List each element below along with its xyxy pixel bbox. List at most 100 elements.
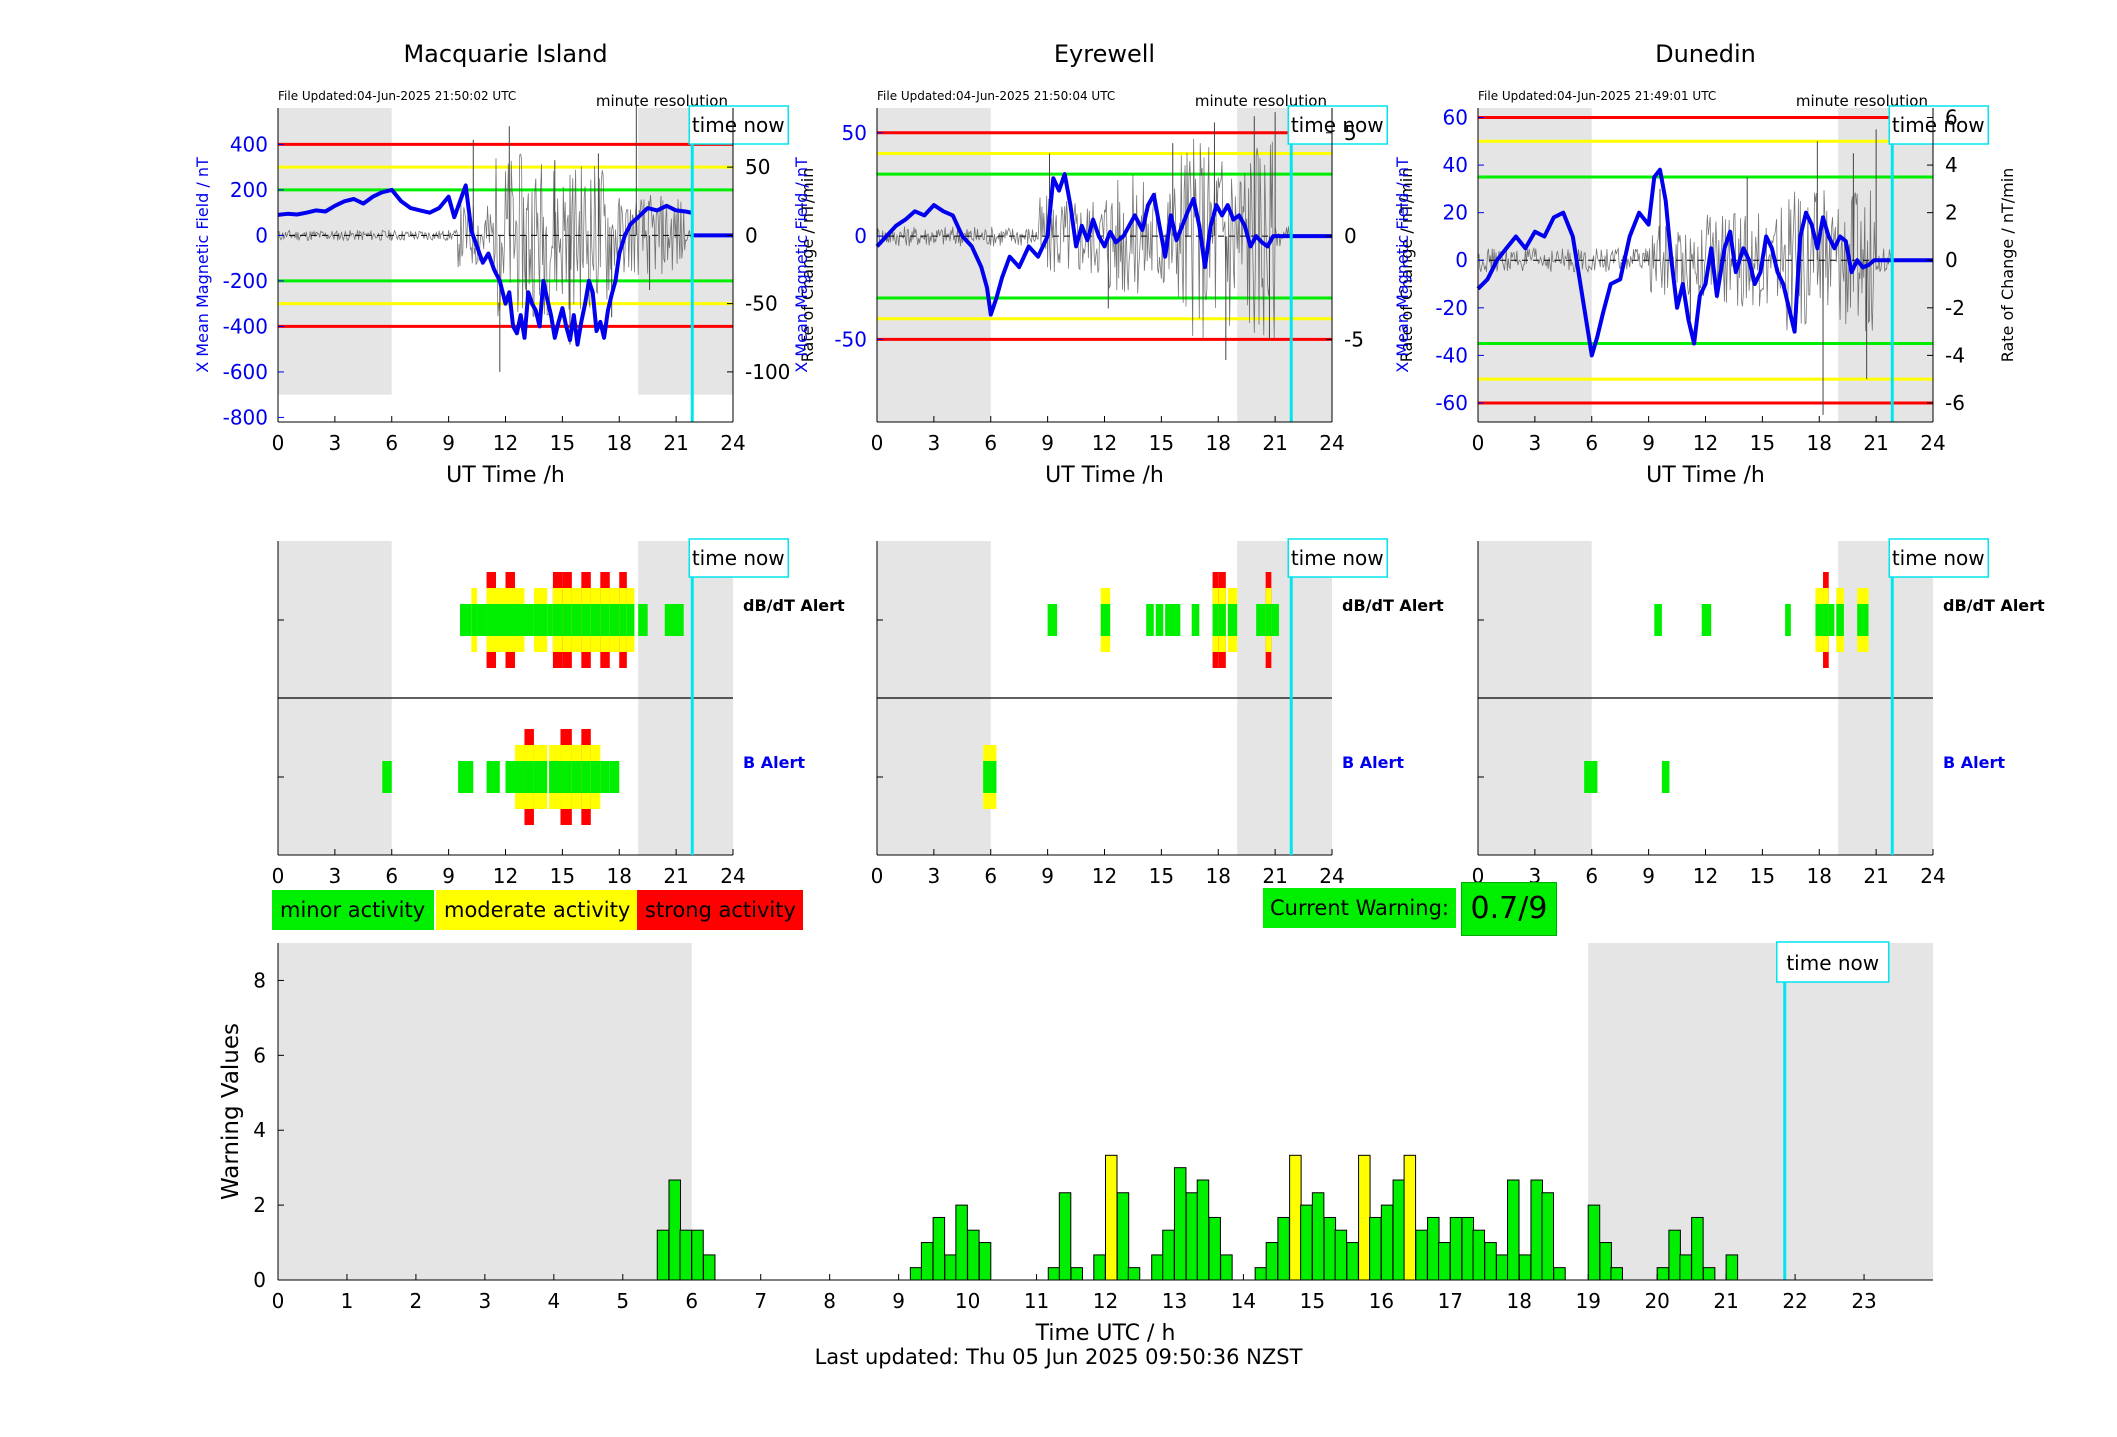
b-alert-block-minor: [609, 761, 620, 793]
warning-bar: [1679, 1254, 1692, 1281]
x-tick-label: 15: [550, 864, 575, 888]
x-tick-label: 9: [1041, 431, 1054, 455]
station-panel-1: Eyrewell File Updated:04-Jun-2025 21:50:0…: [792, 40, 1416, 488]
x-axis-label: UT Time /h: [446, 463, 565, 488]
dbdt-alert-block-minor: [590, 604, 601, 636]
x-tick-label: 0: [871, 864, 884, 888]
warning-bar: [920, 1242, 934, 1281]
x-tick-label: 16: [1369, 1289, 1394, 1313]
warning-bar: [1196, 1179, 1210, 1281]
warning-bar: [1449, 1216, 1463, 1281]
x-tick-label: 2: [410, 1289, 423, 1313]
x-tick-label: 18: [607, 431, 632, 455]
warning-bar: [691, 1229, 704, 1281]
warning-bar: [1289, 1154, 1302, 1281]
x-tick-label: 13: [1162, 1289, 1187, 1313]
x-tick-label: 24: [720, 431, 745, 455]
time-now-label: time now: [1786, 951, 1879, 975]
x-tick-label: 18: [1807, 864, 1832, 888]
x-tick-label: 18: [1507, 1289, 1532, 1313]
x-tick-label: 21: [663, 864, 688, 888]
x-tick-label: 23: [1851, 1289, 1876, 1313]
warning-bar: [1484, 1242, 1497, 1281]
b-alert-block-minor: [581, 761, 591, 793]
dbdt-alert-block-minor: [552, 604, 563, 636]
dbdt-alert-label: dB/dT Alert: [1342, 596, 1444, 615]
x-tick-label: 3: [928, 864, 941, 888]
b-alert-block-minor: [571, 761, 582, 793]
x-tick-label: 18: [1206, 431, 1231, 455]
x-tick-label: 0: [1472, 431, 1485, 455]
x-tick-label: 18: [607, 864, 632, 888]
x-tick-label: 15: [1300, 1289, 1325, 1313]
b-alert-block-minor: [1661, 761, 1670, 793]
dbdt-alert-label: dB/dT Alert: [743, 596, 845, 615]
x-tick-label: 0: [272, 864, 285, 888]
warning-bar: [1461, 1216, 1475, 1281]
x-tick-label: 21: [663, 431, 688, 455]
warning-bar: [1185, 1192, 1199, 1281]
dbdt-alert-block-minor: [626, 604, 635, 636]
night-shading: [877, 108, 991, 422]
night-shading: [1588, 943, 1933, 1280]
x-tick-label: 9: [442, 431, 455, 455]
right-y-tick-label: -6: [1945, 391, 1965, 415]
time-now-box: [1775, 941, 1890, 983]
x-tick-label: 21: [1262, 431, 1287, 455]
x-tick-label: 18: [1206, 864, 1231, 888]
file-updated-text: File Updated:04-Jun-2025 21:50:04 UTC: [877, 89, 1115, 103]
dbdt-alert-block-minor: [533, 604, 548, 636]
dbdt-alert-block-minor: [1785, 604, 1791, 636]
warning-bar: [1358, 1154, 1371, 1281]
x-tick-label: 9: [892, 1289, 905, 1313]
warning-bar: [1323, 1216, 1337, 1281]
warning-bar: [1105, 1154, 1118, 1281]
x-tick-label: 6: [1585, 431, 1598, 455]
dbdt-alert-block-minor: [1836, 604, 1844, 636]
x-tick-label: 12: [1693, 431, 1718, 455]
warning-bar: [944, 1254, 957, 1281]
x-tick-label: 24: [1319, 864, 1344, 888]
legend-moderate-activity: moderate activity: [436, 890, 637, 930]
warning-bar: [1656, 1267, 1670, 1281]
dbdt-alert-block-minor: [460, 604, 472, 636]
dbdt-alert-block-minor: [477, 604, 487, 636]
last-updated-footer: Last updated: Thu 05 Jun 2025 09:50:36 N…: [814, 1345, 1303, 1369]
x-tick-label: 24: [720, 864, 745, 888]
x-axis-label: UT Time /h: [1646, 463, 1765, 488]
left-y-tick-label: 0: [854, 224, 867, 248]
x-tick-label: 3: [928, 431, 941, 455]
b-alert-block-minor: [983, 761, 997, 793]
x-tick-label: 21: [1863, 431, 1888, 455]
x-tick-label: 9: [1642, 431, 1655, 455]
dbdt-alert-block-minor: [1165, 604, 1181, 636]
y-axis-label: Warning Values: [218, 1023, 244, 1200]
left-y-axis-label: X Mean Magnetic Field / nT: [1393, 157, 1412, 373]
x-tick-label: 12: [1092, 431, 1117, 455]
warning-bar: [1587, 1204, 1601, 1281]
right-y-tick-label: -5: [1344, 327, 1364, 351]
warning-bar: [1116, 1192, 1130, 1281]
file-updated-text: File Updated:04-Jun-2025 21:49:01 UTC: [1478, 89, 1716, 103]
right-y-tick-label: 0: [1344, 224, 1357, 248]
station-title: Dunedin: [1655, 40, 1756, 68]
warning-bar: [1541, 1192, 1555, 1281]
warning-bar: [1702, 1267, 1716, 1281]
dbdt-alert-block-minor: [619, 604, 627, 636]
warning-bar: [1415, 1229, 1428, 1281]
x-tick-label: 6: [385, 864, 398, 888]
dbdt-alert-block-minor: [1191, 604, 1200, 636]
time-now-label: time now: [1892, 113, 1985, 137]
warning-bar: [1300, 1204, 1313, 1281]
left-y-tick-label: -50: [834, 327, 867, 351]
x-tick-label: 6: [984, 431, 997, 455]
dbdt-alert-block-minor: [664, 604, 684, 636]
dbdt-alert-block-minor: [1047, 604, 1058, 636]
rate-of-change-line: [277, 153, 692, 318]
b-alert-block-minor: [549, 761, 561, 793]
station-panel-0: Macquarie Island File Updated:04-Jun-2025…: [193, 40, 817, 488]
right-y-tick-label: 2: [1945, 201, 1958, 225]
dbdt-alert-label: dB/dT Alert: [1943, 596, 2045, 615]
